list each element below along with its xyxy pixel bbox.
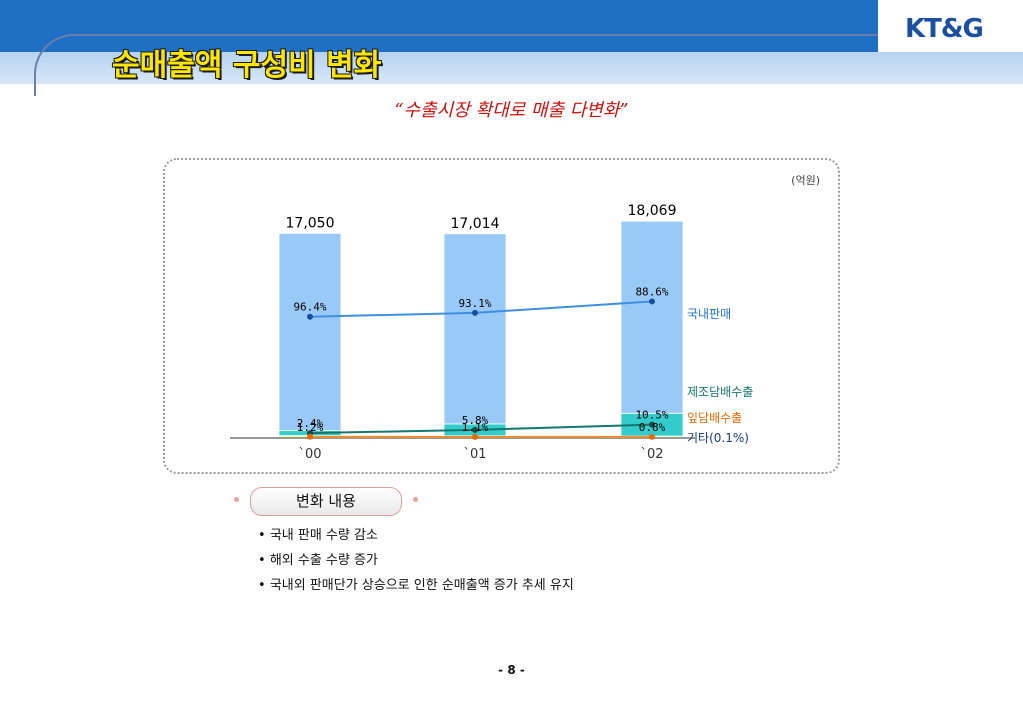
logo-area xyxy=(878,0,1023,52)
bar-segment-0 xyxy=(620,220,684,414)
series-point xyxy=(307,433,313,440)
company-logo: KT&G xyxy=(905,14,984,44)
chart-frame: (억원) 17,050 `00 17,014 `01 18,069 `02 96.4% 93.1… xyxy=(163,158,840,474)
summary-bullet: 해외 수출 수량 증가 xyxy=(258,552,574,577)
bar-total-label: 17,014 xyxy=(451,216,500,232)
data-label: 0.8% xyxy=(639,421,666,434)
summary-bullet: 국내외 판매단가 상승으로 인한 순매출액 증가 추세 유지 xyxy=(258,577,574,602)
series-point xyxy=(307,313,313,320)
header-bar xyxy=(0,0,878,52)
series-point xyxy=(472,426,478,433)
bar-segment-0 xyxy=(443,233,507,425)
series-point xyxy=(649,433,655,440)
summary-bullet: 국내 판매 수량 감소 xyxy=(258,527,574,552)
x-tick-label: `01 xyxy=(463,447,486,462)
data-label: 88.6% xyxy=(635,285,668,298)
data-label: 1.2% xyxy=(297,421,324,434)
series-point xyxy=(649,298,655,305)
legend-label-3: 기타(0.1%) xyxy=(687,431,749,445)
legend-label-0: 국내판매 xyxy=(687,307,731,321)
data-label: 93.1% xyxy=(458,297,491,310)
series-point xyxy=(472,309,478,316)
page-number: - 8 - xyxy=(498,663,525,677)
data-label: 96.4% xyxy=(293,301,326,314)
bar-segment-0 xyxy=(278,233,342,432)
data-label: 1.1% xyxy=(462,421,489,434)
data-label: 2.4% xyxy=(297,417,324,430)
slide-subtitle: “수출시장 확대로 매출 다변화” xyxy=(394,100,629,121)
x-tick-label: `00 xyxy=(298,447,321,462)
pill-dot-right xyxy=(413,497,418,502)
pill-dot-left xyxy=(234,497,239,502)
bar-total-label: 17,050 xyxy=(286,215,335,231)
x-tick-label: `02 xyxy=(640,447,663,462)
series-point xyxy=(649,421,655,428)
legend-label-1: 제조담배수출 xyxy=(687,385,753,399)
summary-heading: 변화 내용 xyxy=(250,487,402,516)
summary-list: 국내 판매 수량 감소 해외 수출 수량 증가 국내외 판매단가 상승으로 인한… xyxy=(258,527,574,602)
legend-label-2: 잎담배수출 xyxy=(687,411,742,425)
header-curve xyxy=(34,34,1023,96)
data-label: 5.8% xyxy=(462,414,489,427)
bar-total-label: 18,069 xyxy=(628,203,677,219)
page-title: 순매출액 구성비 변화 xyxy=(112,48,382,83)
stacked-bar-chart: (억원) 17,050 `00 17,014 `01 18,069 `02 96.4% 93.1… xyxy=(230,174,820,462)
data-label: 10.5% xyxy=(635,409,668,422)
series-point xyxy=(472,433,478,440)
unit-label: (억원) xyxy=(791,174,820,187)
header-band xyxy=(0,52,1023,84)
